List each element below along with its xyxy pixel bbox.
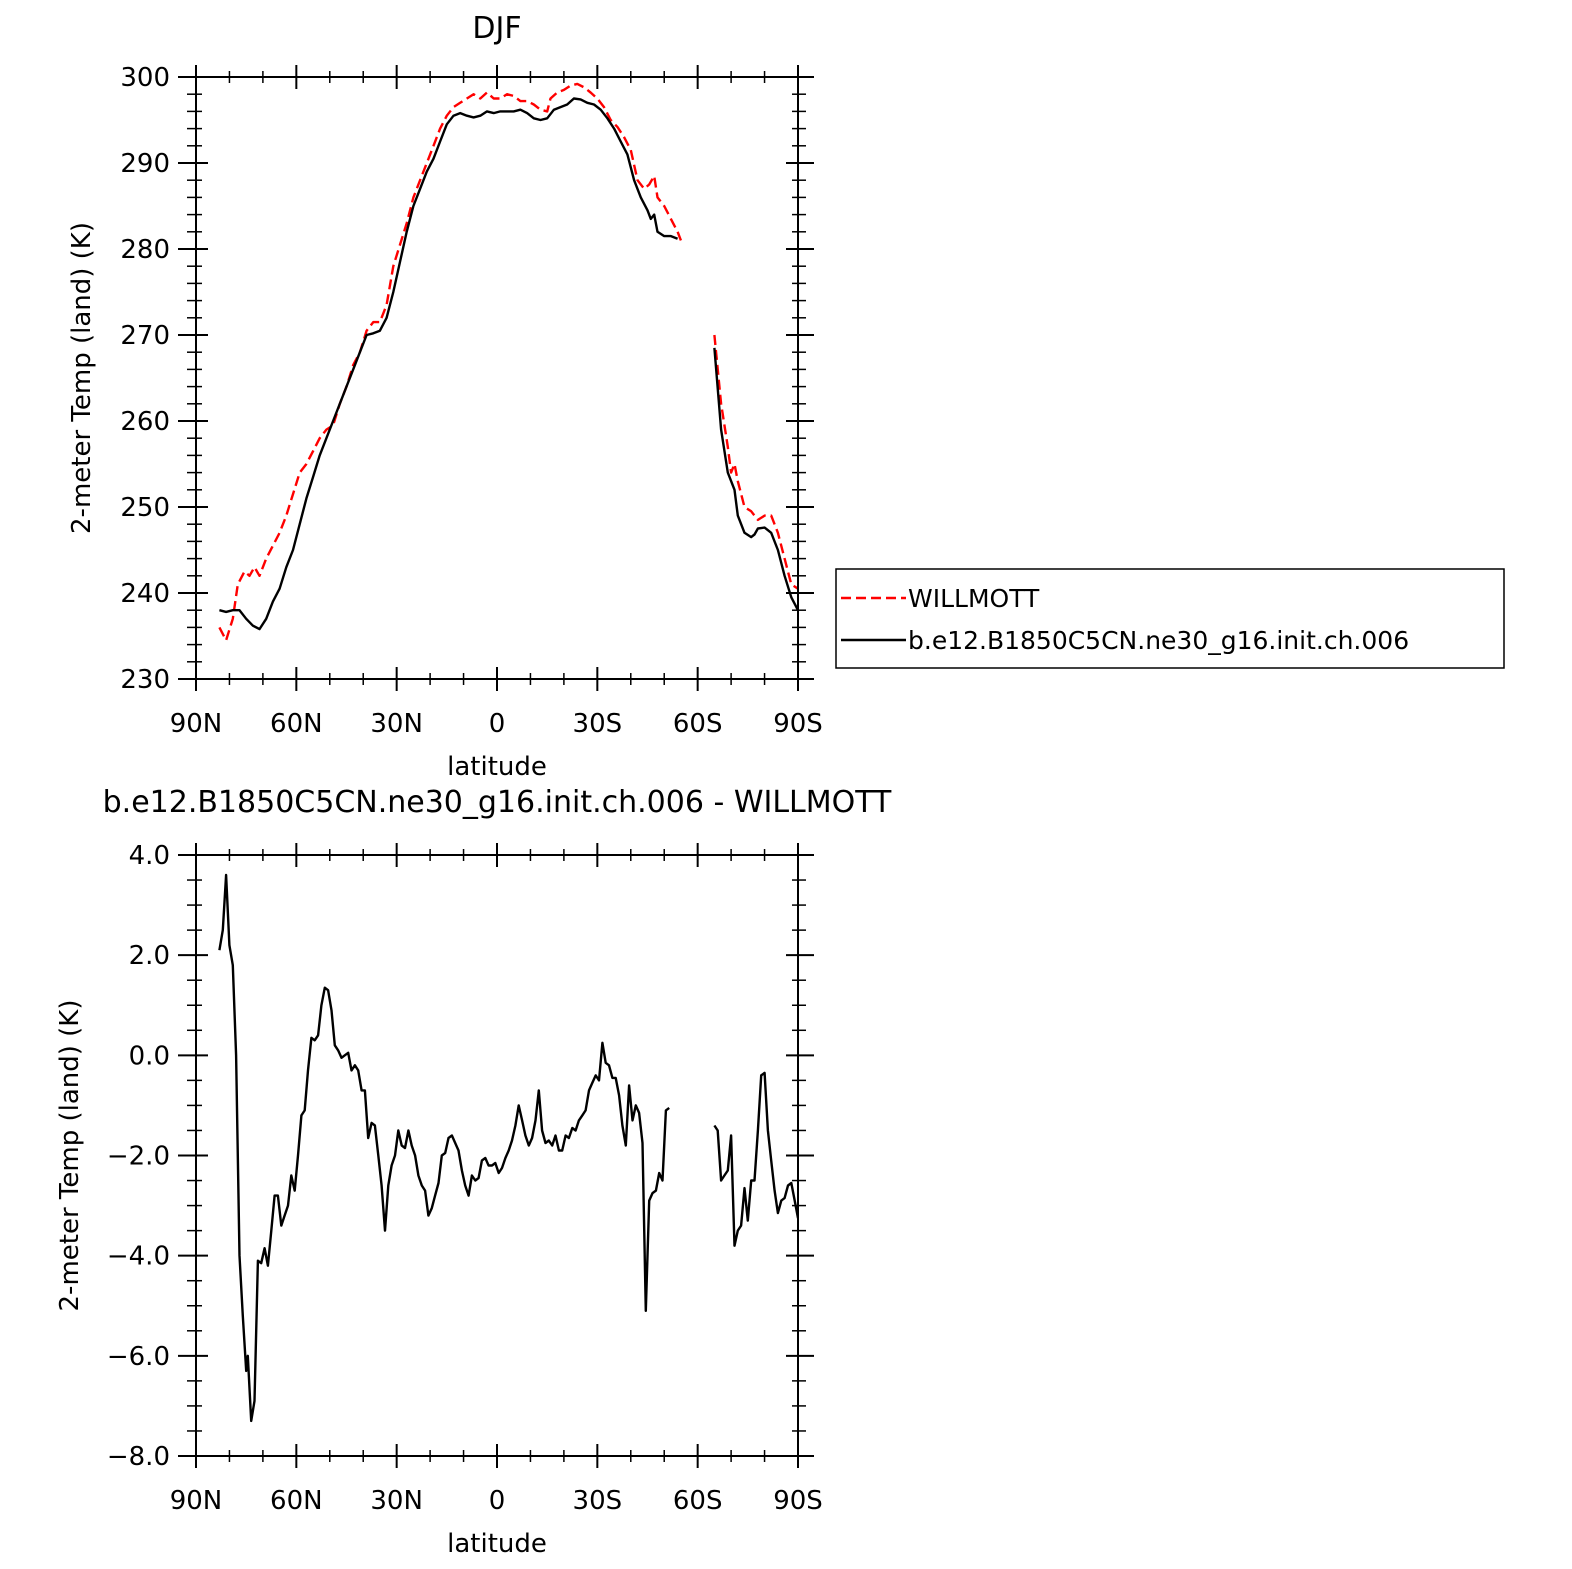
series-line-1-1 <box>713 347 798 611</box>
x-tick-label: 0 <box>489 709 506 739</box>
bottom-chart: b.e12.B1850C5CN.ne30_g16.init.ch.006 - W… <box>55 785 892 1559</box>
x-tick-label: 90S <box>773 709 823 739</box>
y-tick-label: 230 <box>120 665 170 695</box>
y-tick-label: 4.0 <box>129 841 170 871</box>
series-line-0-0 <box>218 82 683 642</box>
y-tick-label: 300 <box>120 63 170 93</box>
chart-title: DJF <box>472 11 521 46</box>
legend-label-willmott: WILLMOTT <box>908 584 1040 613</box>
series-line-0-1 <box>713 334 798 590</box>
series-line-0-1 <box>713 1071 798 1247</box>
y-tick-label: 240 <box>120 579 170 609</box>
x-tick-label: 30S <box>573 1486 623 1516</box>
y-tick-label: 290 <box>120 149 170 179</box>
x-tick-label: 90S <box>773 1486 823 1516</box>
x-tick-label: 60S <box>673 709 723 739</box>
x-tick-label: 0 <box>489 1486 506 1516</box>
x-tick-label: 60N <box>270 1486 323 1516</box>
legend: WILLMOTT b.e12.B1850C5CN.ne30_g16.init.c… <box>835 568 1505 669</box>
series-line-1-0 <box>219 97 679 631</box>
x-tick-label: 60S <box>673 1486 723 1516</box>
series-line-0-0 <box>218 873 670 1423</box>
plot-frame <box>195 854 799 1457</box>
y-tick-label: −8.0 <box>107 1442 170 1472</box>
x-tick-label: 30N <box>370 1486 423 1516</box>
y-tick-label: 0.0 <box>129 1041 170 1071</box>
chart-title: b.e12.B1850C5CN.ne30_g16.init.ch.006 - W… <box>103 785 892 820</box>
x-tick-label: 90N <box>170 709 223 739</box>
y-tick-label: 250 <box>120 493 170 523</box>
x-axis-label: latitude <box>447 1529 547 1559</box>
y-tick-label: 2.0 <box>129 941 170 971</box>
x-tick-label: 60N <box>270 709 323 739</box>
y-tick-label: 280 <box>120 235 170 265</box>
y-axis-label: 2-meter Temp (land) (K) <box>55 1000 85 1312</box>
y-tick-label: 270 <box>120 321 170 351</box>
y-tick-label: −2.0 <box>107 1142 170 1172</box>
y-axis-label: 2-meter Temp (land) (K) <box>67 222 97 534</box>
x-axis-label: latitude <box>447 752 547 782</box>
x-tick-label: 90N <box>170 1486 223 1516</box>
y-tick-label: −6.0 <box>107 1342 170 1372</box>
y-tick-label: 260 <box>120 407 170 437</box>
x-tick-label: 30N <box>370 709 423 739</box>
legend-label-model: b.e12.B1850C5CN.ne30_g16.init.ch.006 <box>908 626 1409 655</box>
y-tick-label: −4.0 <box>107 1242 170 1272</box>
top-chart: DJF latitude 2-meter Temp (land) (K) 90N 60N… <box>67 11 823 782</box>
legend-box <box>835 568 1505 669</box>
x-tick-label: 30S <box>573 709 623 739</box>
plot-frame <box>195 76 799 680</box>
